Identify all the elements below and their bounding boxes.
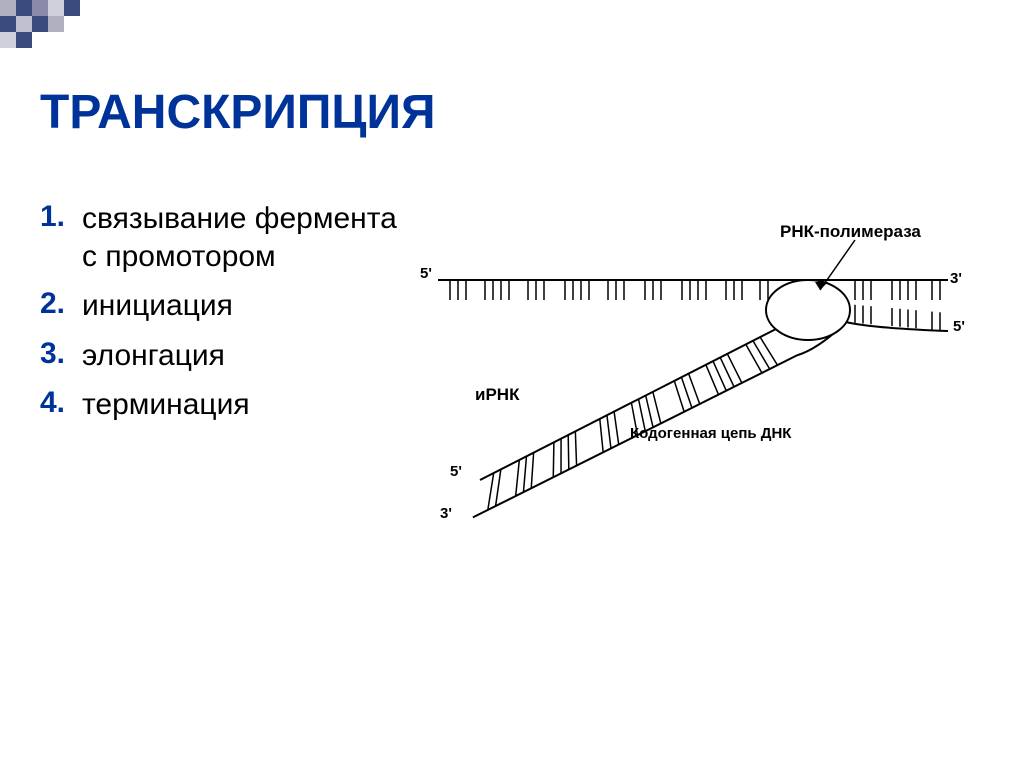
list-text: инициация (82, 287, 233, 325)
deco-square (48, 0, 64, 16)
deco-square (0, 32, 16, 48)
diagram-svg (400, 200, 990, 540)
corner-decoration (0, 0, 120, 50)
diagonal-strand (473, 314, 842, 517)
deco-square (0, 16, 16, 32)
deco-square (48, 16, 64, 32)
list-item: 3. элонгация (40, 337, 400, 375)
deco-square (32, 0, 48, 16)
label-rna-polymerase: РНК-полимераза (780, 222, 921, 242)
list-number: 2. (40, 287, 82, 321)
list-text: элонгация (82, 337, 225, 375)
deco-square (16, 16, 32, 32)
transcription-diagram: РНК-полимераза иРНК Кодогенная цепь ДНК … (400, 200, 990, 540)
label-3prime: 3' (440, 505, 452, 522)
deco-square (16, 32, 32, 48)
steps-list: 1. связывание фермента с промотором 2. и… (40, 200, 400, 436)
deco-square (32, 16, 48, 32)
deco-square (16, 0, 32, 16)
list-text: терминация (82, 386, 250, 424)
label-codogenic: Кодогенная цепь ДНК (630, 425, 791, 442)
label-5prime: 5' (450, 463, 462, 480)
list-item: 2. инициация (40, 287, 400, 325)
label-5prime: 5' (953, 318, 965, 335)
label-5prime: 5' (420, 265, 432, 282)
top-dna-strand (438, 280, 948, 300)
deco-square (0, 0, 16, 16)
page-title: ТРАНСКРИПЦИЯ (40, 85, 435, 140)
list-text: связывание фермента с промотором (82, 200, 400, 275)
rna-polymerase-icon (766, 280, 850, 340)
list-number: 1. (40, 200, 82, 234)
right-dna-strand (846, 305, 948, 331)
list-item: 4. терминация (40, 386, 400, 424)
label-3prime: 3' (950, 270, 962, 287)
list-number: 3. (40, 337, 82, 371)
list-item: 1. связывание фермента с промотором (40, 200, 400, 275)
list-number: 4. (40, 386, 82, 420)
deco-square (64, 0, 80, 16)
label-irna: иРНК (475, 385, 519, 405)
